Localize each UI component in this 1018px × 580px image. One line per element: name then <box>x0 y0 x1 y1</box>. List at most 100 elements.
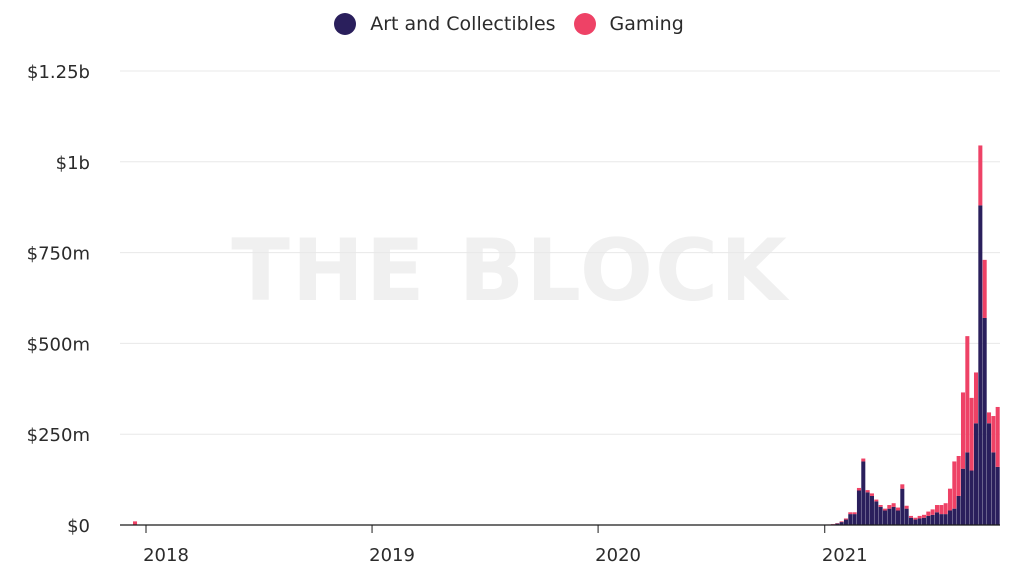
bar-art[interactable] <box>882 510 887 525</box>
bar-art[interactable] <box>908 517 914 525</box>
bar-art[interactable] <box>965 452 970 525</box>
bar-gaming[interactable] <box>956 455 961 496</box>
x-tick-label: 2020 <box>595 545 641 566</box>
bar-gaming[interactable] <box>843 518 848 520</box>
legend-label-gaming: Gaming <box>609 13 684 35</box>
bar-art[interactable] <box>874 501 879 525</box>
bar-gaming[interactable] <box>861 458 866 462</box>
bar-art[interactable] <box>986 423 992 525</box>
legend-swatch-art <box>334 13 357 35</box>
bar-art[interactable] <box>835 523 840 525</box>
bar-gaming[interactable] <box>869 493 874 496</box>
bar-art[interactable] <box>921 517 927 525</box>
bar-gaming[interactable] <box>978 145 983 206</box>
bar-art[interactable] <box>956 495 961 525</box>
x-tick-label: 2018 <box>143 545 189 566</box>
bar-art[interactable] <box>991 452 996 525</box>
y-tick-label: $250m <box>27 425 90 446</box>
bar-gaming[interactable] <box>895 507 900 511</box>
bar-art[interactable] <box>947 510 953 525</box>
bar-gaming[interactable] <box>839 521 844 523</box>
bars <box>120 145 1000 526</box>
y-tick-label: $1b <box>56 153 90 174</box>
bar-art[interactable] <box>926 515 931 525</box>
bar-gaming[interactable] <box>917 515 922 519</box>
bar-art[interactable] <box>895 510 900 525</box>
gridlines <box>120 70 1000 435</box>
bar-gaming[interactable] <box>913 517 918 520</box>
legend-swatch-gaming <box>573 13 596 35</box>
bar-art[interactable] <box>891 506 896 525</box>
bar-gaming[interactable] <box>982 259 987 318</box>
bar-gaming[interactable] <box>891 503 896 507</box>
bar-gaming[interactable] <box>878 505 883 507</box>
bar-gaming[interactable] <box>865 490 870 493</box>
bar-art[interactable] <box>887 508 892 525</box>
bar-gaming[interactable] <box>930 509 935 515</box>
bar-gaming[interactable] <box>973 372 979 424</box>
bar-gaming[interactable] <box>960 392 966 469</box>
bar-art[interactable] <box>848 514 853 525</box>
bar-gaming[interactable] <box>882 508 887 511</box>
bar-art[interactable] <box>865 492 870 525</box>
bar-art[interactable] <box>960 468 966 525</box>
bar-gaming[interactable] <box>133 521 138 525</box>
bar-art[interactable] <box>995 466 1000 525</box>
bar-gaming[interactable] <box>995 406 1000 467</box>
x-tick-label: 2019 <box>369 545 415 566</box>
bar-gaming[interactable] <box>969 397 974 471</box>
bar-gaming[interactable] <box>939 505 944 515</box>
bar-gaming[interactable] <box>943 503 948 515</box>
y-tick-label: $750m <box>27 244 90 265</box>
chart-legend: Art and Collectibles Gaming <box>0 10 1018 38</box>
legend-item-art[interactable]: Art and Collectibles <box>334 10 556 38</box>
bar-art[interactable] <box>930 514 935 525</box>
bar-art[interactable] <box>934 512 940 525</box>
bar-gaming[interactable] <box>926 511 931 516</box>
bar-art[interactable] <box>917 518 922 525</box>
bar-art[interactable] <box>843 519 848 525</box>
bar-gaming[interactable] <box>887 505 892 509</box>
y-tick-label: $1.25b <box>27 62 90 83</box>
watermark: THE BLOCK <box>231 221 790 321</box>
bar-gaming[interactable] <box>852 512 857 515</box>
bar-art[interactable] <box>861 461 866 525</box>
bar-art[interactable] <box>982 317 987 525</box>
legend-item-gaming[interactable]: Gaming <box>573 10 684 38</box>
bar-art[interactable] <box>852 514 857 525</box>
x-axis-ticks: 2018 2019 2020 2021 <box>143 525 868 566</box>
bar-gaming[interactable] <box>856 487 861 491</box>
bar-gaming[interactable] <box>986 412 992 424</box>
bar-gaming[interactable] <box>965 336 970 453</box>
bar-gaming[interactable] <box>921 514 927 518</box>
bar-art[interactable] <box>869 495 874 525</box>
bar-art[interactable] <box>878 506 883 525</box>
bar-gaming[interactable] <box>904 505 909 509</box>
bar-gaming[interactable] <box>952 461 957 509</box>
bar-art[interactable] <box>839 522 844 525</box>
bar-gaming[interactable] <box>947 488 953 511</box>
bar-art[interactable] <box>943 514 948 525</box>
bar-gaming[interactable] <box>874 499 879 502</box>
bar-gaming[interactable] <box>991 416 996 453</box>
bar-art[interactable] <box>969 470 974 525</box>
y-tick-label: $0 <box>67 516 90 537</box>
bar-art[interactable] <box>978 205 983 525</box>
x-tick-label: 2021 <box>822 545 868 566</box>
bar-art[interactable] <box>900 488 905 525</box>
bar-art[interactable] <box>973 423 979 525</box>
y-tick-label: $500m <box>27 334 90 355</box>
bar-art[interactable] <box>904 508 909 525</box>
bar-art[interactable] <box>939 514 944 525</box>
bar-art[interactable] <box>913 519 918 525</box>
bar-art[interactable] <box>856 490 861 525</box>
bar-gaming[interactable] <box>934 505 940 513</box>
bar-gaming[interactable] <box>848 512 853 515</box>
y-axis-ticks: $0 $250m $500m $750m $1b $1.25b <box>27 62 90 537</box>
legend-label-art: Art and Collectibles <box>370 13 556 35</box>
bar-gaming[interactable] <box>908 515 914 518</box>
bar-gaming[interactable] <box>900 484 905 489</box>
bar-art[interactable] <box>952 508 957 525</box>
